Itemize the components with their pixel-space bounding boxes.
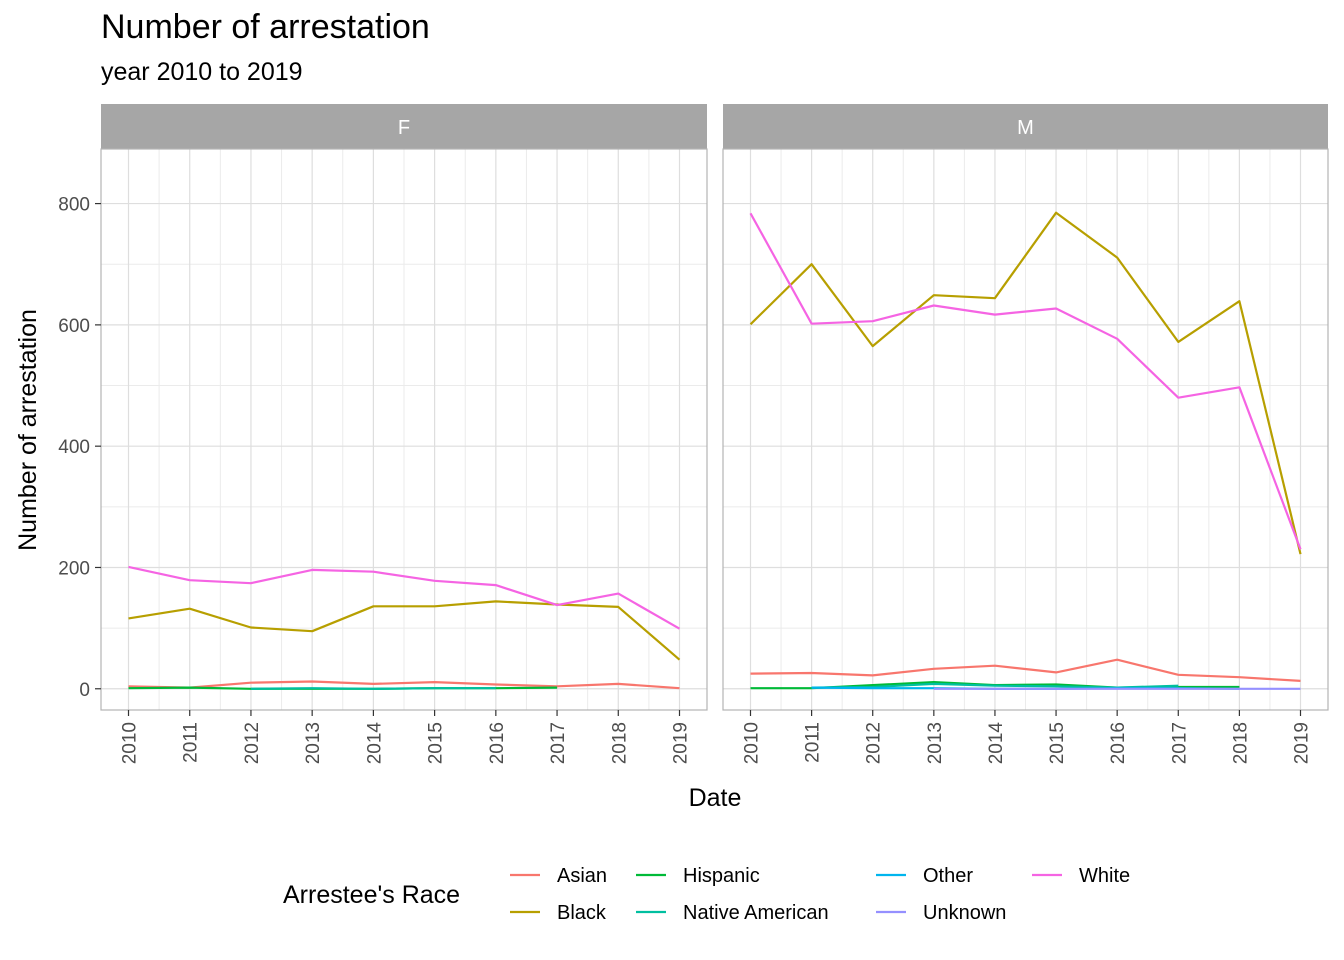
x-tick-label: 2018 bbox=[1230, 722, 1251, 764]
series-line-native-american bbox=[250, 687, 496, 690]
chart-subtitle: year 2010 to 2019 bbox=[101, 58, 303, 86]
x-tick-label: 2016 bbox=[487, 722, 508, 764]
x-tick-label: 2012 bbox=[242, 722, 263, 764]
x-axis-title: Date bbox=[689, 784, 742, 812]
legend-item-black: Black bbox=[510, 902, 607, 924]
legend-label: Other bbox=[923, 865, 973, 887]
panel-M: M 2010 2011 2012 2013 2014 2015 2016 2017 2018 201… bbox=[722, 104, 1329, 765]
legend-item-asian: Asian bbox=[510, 865, 607, 887]
facet-strip bbox=[101, 104, 707, 149]
facet-strip-label: M bbox=[1017, 117, 1034, 139]
x-tick-label: 2013 bbox=[925, 722, 946, 764]
x-tick-label: 2014 bbox=[364, 722, 385, 765]
legend: Arrestee's Race Asian Black Hispanic Native… bbox=[283, 865, 1130, 924]
panels-layer: F 2010 2011 2012 2013 2014 2015 2016 2017 2018 201… bbox=[100, 104, 1329, 765]
legend-label: Native American bbox=[683, 902, 829, 924]
x-tick-label: 2010 bbox=[120, 722, 141, 764]
series-line-black bbox=[128, 600, 681, 661]
legend-label: White bbox=[1079, 865, 1130, 887]
legend-item-white: White bbox=[1032, 865, 1130, 887]
series-line-asian bbox=[128, 680, 680, 690]
legend-label: Asian bbox=[557, 865, 607, 887]
y-axis-title: Number of arrestation bbox=[14, 309, 42, 551]
y-tick-label: 400 bbox=[58, 437, 90, 458]
panel-F: F 2010 2011 2012 2013 2014 2015 2016 2017 2018 201… bbox=[100, 104, 708, 765]
x-tick-label: 2017 bbox=[548, 722, 569, 764]
y-tick-label: 0 bbox=[79, 680, 90, 701]
x-tick-label: 2016 bbox=[1108, 722, 1129, 764]
panel-border bbox=[722, 148, 1329, 711]
series-line-black bbox=[749, 211, 1302, 555]
x-tick-label: 2019 bbox=[1292, 722, 1313, 764]
x-tick-label: 2014 bbox=[986, 722, 1007, 765]
x-tick-label: 2012 bbox=[864, 722, 885, 764]
facet-strip bbox=[723, 104, 1328, 149]
x-tick-label: 2010 bbox=[742, 722, 763, 764]
x-tick-label: 2019 bbox=[671, 722, 692, 764]
legend-label: Hispanic bbox=[683, 865, 760, 887]
chart-title: Number of arrestation bbox=[101, 8, 430, 46]
x-tick-label: 2013 bbox=[303, 722, 324, 764]
series-line-white bbox=[749, 212, 1302, 550]
series-line-white bbox=[128, 565, 681, 630]
legend-label: Unknown bbox=[923, 902, 1006, 924]
panel-border bbox=[100, 148, 708, 711]
facet-strip-label: F bbox=[398, 117, 410, 139]
legend-item-unknown: Unknown bbox=[876, 902, 1006, 924]
x-tick-label: 2017 bbox=[1169, 722, 1190, 764]
series-line-asian bbox=[750, 658, 1301, 682]
x-tick-label: 2018 bbox=[609, 722, 630, 764]
legend-item-native-american: Native American bbox=[636, 902, 829, 924]
x-tick-label: 2011 bbox=[803, 722, 824, 763]
y-tick-label: 800 bbox=[58, 195, 90, 216]
legend-label: Black bbox=[557, 902, 607, 924]
legend-item-hispanic: Hispanic bbox=[636, 865, 760, 887]
legend-item-other: Other bbox=[876, 865, 973, 887]
x-tick-label: 2011 bbox=[181, 722, 202, 763]
y-tick-label: 200 bbox=[58, 558, 90, 579]
x-tick-label: 2015 bbox=[426, 722, 447, 764]
y-axis: 0 200 400 600 800 bbox=[58, 195, 101, 701]
x-tick-label: 2015 bbox=[1047, 722, 1068, 764]
y-tick-label: 600 bbox=[58, 316, 90, 337]
legend-title: Arrestee's Race bbox=[283, 881, 460, 909]
